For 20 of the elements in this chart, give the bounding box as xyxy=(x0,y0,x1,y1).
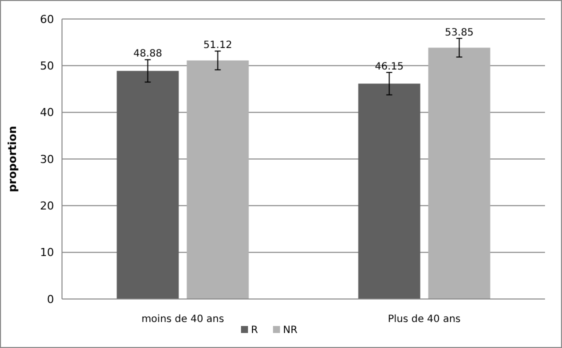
y-tick-label: 30 xyxy=(40,152,54,166)
y-tick-label: 10 xyxy=(40,246,54,260)
data-label: 53.85 xyxy=(444,27,474,38)
legend-label: NR xyxy=(283,325,298,336)
data-label: 51.12 xyxy=(203,40,232,52)
y-tick-label: 40 xyxy=(40,106,54,120)
x-tick-label: moins de 40 ans xyxy=(141,314,224,325)
y-tick-label: 0 xyxy=(47,292,54,306)
y-axis-title: proportion xyxy=(6,126,19,192)
bar xyxy=(358,84,420,299)
x-tick-label: Plus de 40 ans xyxy=(388,314,461,325)
bar xyxy=(186,60,249,299)
y-tick-label: 50 xyxy=(40,60,54,73)
bar xyxy=(116,70,179,299)
legend-label: R xyxy=(251,325,258,336)
data-label: 48.88 xyxy=(133,48,162,60)
bar xyxy=(428,48,490,299)
y-tick-label: 20 xyxy=(40,200,54,213)
data-label: 46.15 xyxy=(374,61,404,72)
y-tick-label: 60 xyxy=(40,12,54,26)
